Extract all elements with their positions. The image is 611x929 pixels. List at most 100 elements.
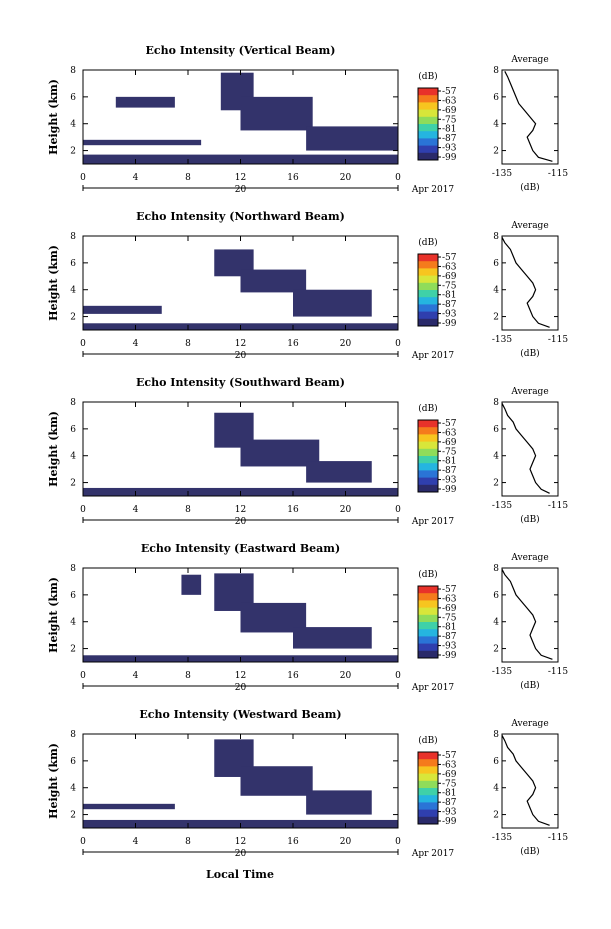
x-tick-label: 16	[287, 671, 299, 681]
x-tick-label: 4	[133, 339, 139, 349]
day-label: 20	[235, 517, 247, 527]
colorbar-swatch	[418, 773, 438, 782]
colorbar-tick-label: -87	[442, 300, 457, 310]
average-y-tick-label: 4	[493, 784, 499, 794]
panel-title: Echo Intensity (Southward Beam)	[136, 376, 345, 389]
colorbar-tick-label: -69	[442, 272, 457, 282]
average-x-tick-label: -135	[492, 335, 512, 345]
date-label: Apr 2017	[411, 185, 455, 195]
colorbar-unit-label: (dB)	[418, 71, 437, 82]
echo-region	[83, 305, 162, 314]
y-tick-label: 6	[70, 591, 76, 601]
date-label: Apr 2017	[411, 517, 455, 527]
x-tick-label: 0	[80, 671, 86, 681]
colorbar-swatch	[418, 795, 438, 803]
colorbar-swatch	[418, 261, 438, 269]
average-title: Average	[510, 553, 548, 563]
echo-region	[306, 790, 372, 815]
colorbar-tick-label: -93	[442, 310, 457, 320]
colorbar-swatch	[418, 152, 438, 161]
colorbar-swatch	[418, 131, 438, 139]
colorbar-tick-label: -63	[442, 760, 457, 770]
colorbar-swatch	[418, 463, 438, 471]
average-y-tick-label: 2	[493, 645, 499, 655]
y-tick-label: 6	[70, 425, 76, 435]
x-tick-label: 4	[133, 837, 139, 847]
x-tick-label: 20	[340, 339, 352, 349]
average-title: Average	[510, 221, 548, 231]
colorbar-swatch	[418, 766, 438, 775]
y-tick-label: 8	[70, 66, 76, 76]
echo-region-group	[83, 573, 398, 662]
panel-title: Echo Intensity (Vertical Beam)	[145, 44, 335, 57]
average-y-tick-label: 4	[493, 120, 499, 130]
colorbar-frame	[417, 253, 439, 327]
colorbar-swatch	[418, 88, 438, 96]
colorbar-swatch	[418, 268, 438, 277]
colorbar-tick-label: -81	[442, 291, 457, 301]
colorbar-swatch	[418, 759, 438, 767]
echo-region	[83, 139, 202, 146]
colorbar-swatch	[418, 304, 438, 313]
x-tick-label: 0	[80, 173, 86, 183]
colorbar-swatch	[418, 622, 438, 630]
x-tick-label: 16	[287, 837, 299, 847]
colorbar-swatch	[418, 116, 438, 125]
colorbar-swatch	[418, 600, 438, 609]
colorbar-tick-label: -99	[442, 651, 457, 661]
colorbar-swatch	[418, 109, 438, 118]
echo-region	[240, 269, 307, 293]
day-label: 20	[235, 849, 247, 859]
average-y-tick-label: 6	[493, 425, 499, 435]
y-tick-label: 4	[70, 618, 76, 628]
echo-region-group	[83, 249, 398, 330]
average-title: Average	[510, 55, 548, 65]
colorbar-swatch	[418, 254, 438, 262]
colorbar-tick-label: -87	[442, 632, 457, 642]
colorbar-tick-label: -57	[442, 751, 457, 761]
y-tick-label: 4	[70, 452, 76, 462]
x-tick-label: 0	[395, 837, 401, 847]
average-frame	[501, 69, 559, 165]
colorbar-swatch	[418, 434, 438, 443]
average-y-tick-label: 8	[493, 730, 499, 740]
average-x-tick-label: -115	[548, 667, 568, 677]
y-tick-label: 6	[70, 93, 76, 103]
x-tick-label: 0	[395, 505, 401, 515]
colorbar-tick-label: -63	[442, 594, 457, 604]
y-tick-label: 4	[70, 120, 76, 130]
colorbar-swatch	[418, 124, 438, 132]
colorbar-swatch	[418, 297, 438, 305]
colorbar-tick-label: -75	[442, 613, 457, 623]
x-tick-label: 4	[133, 671, 139, 681]
colorbar-tick-label: -81	[442, 457, 457, 467]
colorbar-unit-label: (dB)	[418, 569, 437, 580]
colorbar-swatch	[418, 318, 438, 327]
colorbar-swatch	[418, 456, 438, 464]
echo-region-group	[83, 72, 398, 164]
colorbar-swatch	[418, 95, 438, 103]
average-x-label: (dB)	[520, 680, 539, 691]
colorbar-tick-label: -69	[442, 106, 457, 116]
y-tick-label: 6	[70, 757, 76, 767]
colorbar-tick-label: -57	[442, 419, 457, 429]
echo-region	[115, 96, 175, 108]
date-label: Apr 2017	[411, 683, 455, 693]
date-label: Apr 2017	[411, 351, 455, 361]
x-tick-label: 4	[133, 173, 139, 183]
y-tick-label: 8	[70, 730, 76, 740]
y-tick-label: 2	[70, 645, 76, 655]
average-y-tick-label: 6	[493, 259, 499, 269]
x-tick-label: 20	[340, 505, 352, 515]
average-y-tick-label: 8	[493, 398, 499, 408]
colorbar-swatch	[418, 614, 438, 623]
x-tick-label: 8	[185, 173, 191, 183]
average-y-tick-label: 2	[493, 479, 499, 489]
colorbar-swatch	[418, 145, 438, 154]
panel-title: Echo Intensity (Eastward Beam)	[141, 542, 340, 555]
colorbar-unit-label: (dB)	[418, 403, 437, 414]
colorbar-swatch	[418, 477, 438, 486]
y-tick-label: 2	[70, 811, 76, 821]
average-y-tick-label: 4	[493, 618, 499, 628]
